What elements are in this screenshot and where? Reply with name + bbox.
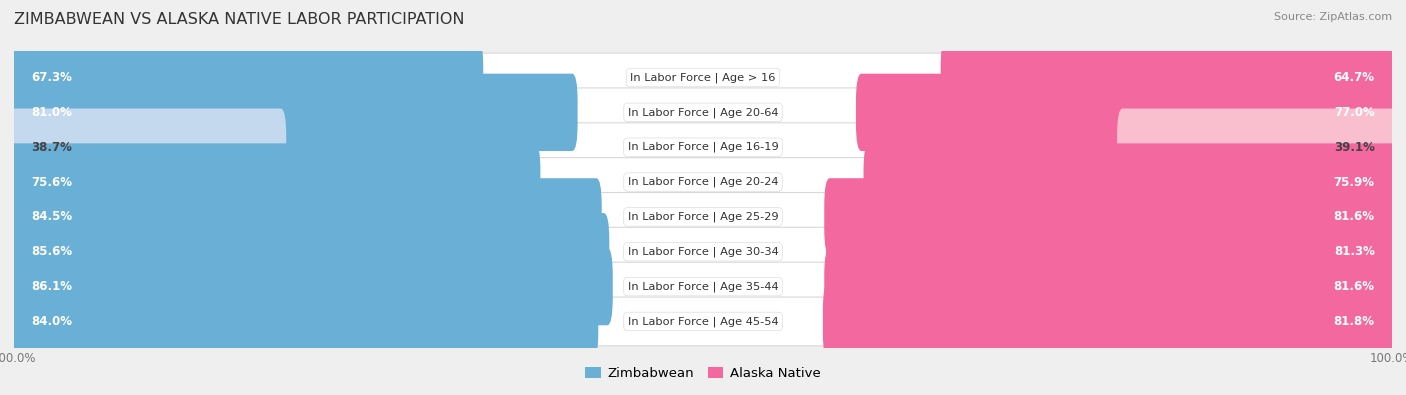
FancyBboxPatch shape (13, 123, 1393, 171)
Text: 81.6%: 81.6% (1334, 280, 1375, 293)
FancyBboxPatch shape (8, 213, 609, 290)
Text: 67.3%: 67.3% (31, 71, 72, 84)
Text: In Labor Force | Age > 16: In Labor Force | Age > 16 (630, 72, 776, 83)
Text: 84.0%: 84.0% (31, 315, 72, 328)
FancyBboxPatch shape (13, 158, 1393, 207)
FancyBboxPatch shape (823, 283, 1398, 360)
Text: In Labor Force | Age 35-44: In Labor Force | Age 35-44 (627, 281, 779, 292)
Text: In Labor Force | Age 20-24: In Labor Force | Age 20-24 (627, 177, 779, 187)
Text: In Labor Force | Age 20-64: In Labor Force | Age 20-64 (627, 107, 779, 118)
FancyBboxPatch shape (856, 73, 1398, 151)
FancyBboxPatch shape (863, 143, 1398, 221)
Text: 84.5%: 84.5% (31, 211, 72, 224)
Text: 81.3%: 81.3% (1334, 245, 1375, 258)
FancyBboxPatch shape (8, 143, 540, 221)
Text: In Labor Force | Age 25-29: In Labor Force | Age 25-29 (627, 212, 779, 222)
FancyBboxPatch shape (827, 213, 1398, 290)
Text: 81.6%: 81.6% (1334, 211, 1375, 224)
FancyBboxPatch shape (13, 262, 1393, 311)
FancyBboxPatch shape (824, 248, 1398, 325)
FancyBboxPatch shape (941, 39, 1398, 116)
FancyBboxPatch shape (13, 297, 1393, 346)
Text: 81.8%: 81.8% (1334, 315, 1375, 328)
Legend: Zimbabwean, Alaska Native: Zimbabwean, Alaska Native (581, 362, 825, 386)
Text: Source: ZipAtlas.com: Source: ZipAtlas.com (1274, 12, 1392, 22)
Text: 81.0%: 81.0% (31, 106, 72, 119)
FancyBboxPatch shape (8, 283, 599, 360)
FancyBboxPatch shape (13, 192, 1393, 241)
Text: 38.7%: 38.7% (31, 141, 72, 154)
FancyBboxPatch shape (8, 39, 484, 116)
Text: ZIMBABWEAN VS ALASKA NATIVE LABOR PARTICIPATION: ZIMBABWEAN VS ALASKA NATIVE LABOR PARTIC… (14, 12, 464, 27)
FancyBboxPatch shape (8, 109, 287, 186)
FancyBboxPatch shape (8, 248, 613, 325)
Text: 75.9%: 75.9% (1334, 175, 1375, 188)
FancyBboxPatch shape (824, 178, 1398, 256)
Text: In Labor Force | Age 45-54: In Labor Force | Age 45-54 (627, 316, 779, 327)
Text: In Labor Force | Age 16-19: In Labor Force | Age 16-19 (627, 142, 779, 152)
Text: 86.1%: 86.1% (31, 280, 72, 293)
FancyBboxPatch shape (8, 178, 602, 256)
FancyBboxPatch shape (8, 73, 578, 151)
Text: 64.7%: 64.7% (1334, 71, 1375, 84)
FancyBboxPatch shape (1116, 109, 1398, 186)
Text: 85.6%: 85.6% (31, 245, 72, 258)
Text: In Labor Force | Age 30-34: In Labor Force | Age 30-34 (627, 246, 779, 257)
Text: 39.1%: 39.1% (1334, 141, 1375, 154)
FancyBboxPatch shape (13, 88, 1393, 137)
FancyBboxPatch shape (13, 53, 1393, 102)
Text: 75.6%: 75.6% (31, 175, 72, 188)
Text: 77.0%: 77.0% (1334, 106, 1375, 119)
FancyBboxPatch shape (13, 228, 1393, 276)
